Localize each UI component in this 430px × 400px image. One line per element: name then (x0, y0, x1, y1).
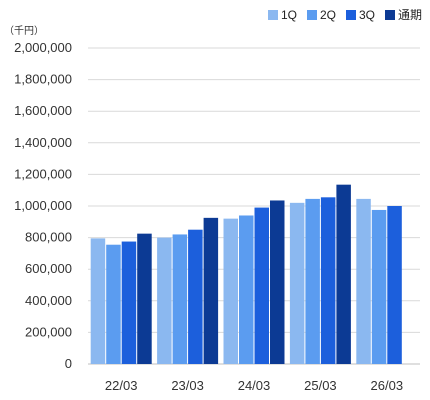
y-unit-label: （千円） (4, 26, 44, 37)
bar-22-03-1 (106, 244, 121, 364)
legend-swatch-1q (267, 9, 278, 20)
bar-24-03-3 (270, 200, 285, 364)
bar-23-03-2 (188, 229, 203, 364)
bar-24-03-0 (223, 218, 238, 364)
bar-24-03-2 (254, 207, 269, 364)
legend-swatch-3q (345, 9, 356, 20)
y-tick-label: 1,400,000 (14, 135, 72, 150)
legend-item-full-year: 通期 (384, 6, 422, 23)
y-tick-label: 400,000 (25, 293, 72, 308)
legend-swatch-full-year (384, 9, 395, 20)
y-tick-label: 1,200,000 (14, 166, 72, 181)
bar-24-03-1 (239, 215, 254, 364)
y-tick-label: 1,600,000 (14, 103, 72, 118)
bar-22-03-3 (137, 233, 152, 364)
legend-item-3q: 3Q (345, 6, 375, 23)
x-tick-label: 23/03 (171, 378, 204, 393)
legend-label-1q: 1Q (280, 7, 297, 22)
bar-23-03-3 (203, 217, 219, 364)
bar-22-03-2 (121, 241, 137, 364)
bar-23-03-1 (172, 234, 188, 364)
x-tick-label: 24/03 (238, 378, 271, 393)
bar-26-03-2 (387, 206, 402, 364)
y-tick-label: 800,000 (25, 230, 72, 245)
legend-label-3q: 3Q (358, 7, 375, 22)
legend-label-2q: 2Q (319, 7, 336, 22)
legend-item-1q: 1Q (267, 6, 297, 23)
y-tick-label: 600,000 (25, 261, 72, 276)
bar-22-03-0 (90, 238, 106, 364)
x-tick-label: 25/03 (304, 378, 337, 393)
y-tick-label: 200,000 (25, 324, 72, 339)
legend-label-full-year: 通期 (397, 8, 422, 22)
y-tick-label: 0 (65, 356, 72, 371)
bar-26-03-1 (371, 209, 387, 364)
bar-25-03-1 (305, 198, 320, 364)
bar-23-03-0 (157, 237, 172, 364)
y-tick-label: 2,000,000 (14, 40, 72, 55)
bar-26-03-0 (356, 198, 371, 364)
y-tick-label: 1,000,000 (14, 198, 72, 213)
legend-swatch-2q (306, 9, 317, 20)
x-tick-label: 26/03 (371, 378, 404, 393)
legend: 1Q 2Q 3Q 通期 (267, 6, 422, 23)
x-tick-label: 22/03 (105, 378, 138, 393)
bar-25-03-3 (336, 184, 351, 364)
y-tick-label: 1,800,000 (14, 72, 72, 87)
bar-25-03-0 (289, 202, 305, 364)
bar-25-03-2 (320, 197, 336, 364)
legend-item-2q: 2Q (306, 6, 336, 23)
